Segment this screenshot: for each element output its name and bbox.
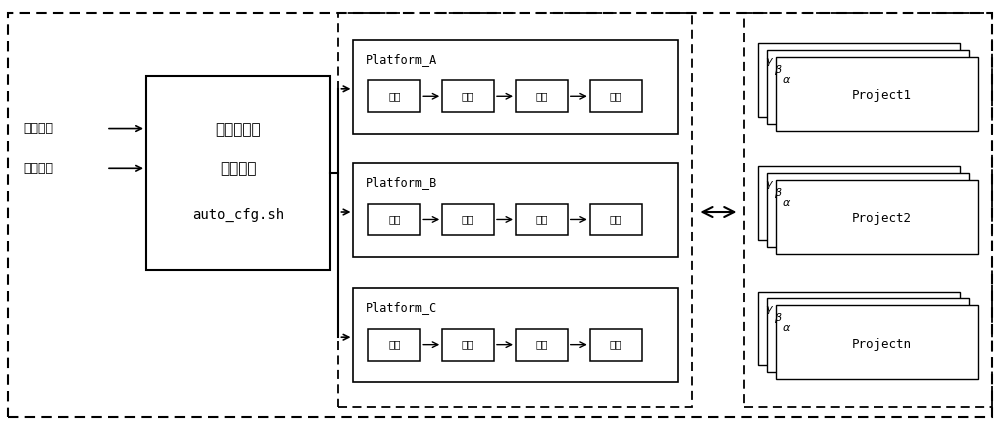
Text: 综合: 综合 bbox=[462, 91, 474, 101]
FancyBboxPatch shape bbox=[776, 305, 978, 379]
FancyBboxPatch shape bbox=[442, 203, 494, 235]
Text: β: β bbox=[774, 188, 781, 198]
FancyBboxPatch shape bbox=[776, 57, 978, 131]
FancyBboxPatch shape bbox=[368, 203, 420, 235]
FancyBboxPatch shape bbox=[758, 292, 960, 365]
Text: 实现: 实现 bbox=[536, 215, 548, 224]
Text: 测试: 测试 bbox=[609, 91, 622, 101]
FancyBboxPatch shape bbox=[368, 329, 420, 360]
FancyBboxPatch shape bbox=[590, 203, 642, 235]
Text: γ: γ bbox=[765, 179, 771, 189]
Text: 仿真: 仿真 bbox=[388, 340, 401, 350]
Text: β: β bbox=[774, 313, 781, 323]
Text: Platform_B: Platform_B bbox=[365, 176, 437, 189]
Text: α: α bbox=[783, 323, 790, 333]
Text: γ: γ bbox=[765, 304, 771, 314]
Text: Project1: Project1 bbox=[852, 89, 912, 102]
FancyBboxPatch shape bbox=[442, 329, 494, 360]
FancyBboxPatch shape bbox=[353, 288, 678, 382]
Text: 平台自适应: 平台自适应 bbox=[215, 123, 261, 138]
Text: 综合: 综合 bbox=[462, 340, 474, 350]
Text: 实现: 实现 bbox=[536, 340, 548, 350]
FancyBboxPatch shape bbox=[442, 80, 494, 112]
FancyBboxPatch shape bbox=[758, 166, 960, 240]
Text: α: α bbox=[783, 198, 790, 208]
Text: 项目代号: 项目代号 bbox=[23, 122, 53, 135]
Text: Platform_A: Platform_A bbox=[365, 52, 437, 65]
FancyBboxPatch shape bbox=[767, 298, 969, 372]
Text: Project2: Project2 bbox=[852, 212, 912, 225]
FancyBboxPatch shape bbox=[353, 163, 678, 257]
Text: 测试: 测试 bbox=[609, 215, 622, 224]
Text: Projectn: Projectn bbox=[852, 338, 912, 350]
Text: 仿真: 仿真 bbox=[388, 215, 401, 224]
FancyBboxPatch shape bbox=[767, 50, 969, 123]
Text: 实现: 实现 bbox=[536, 91, 548, 101]
FancyBboxPatch shape bbox=[516, 80, 568, 112]
Text: 仿真: 仿真 bbox=[388, 91, 401, 101]
Text: Platform_C: Platform_C bbox=[365, 301, 437, 314]
Text: 配置脚本: 配置脚本 bbox=[220, 161, 256, 176]
FancyBboxPatch shape bbox=[516, 203, 568, 235]
Text: 测试: 测试 bbox=[609, 340, 622, 350]
Text: γ: γ bbox=[765, 56, 771, 66]
Text: auto_cfg.sh: auto_cfg.sh bbox=[192, 208, 284, 222]
Text: 综合: 综合 bbox=[462, 215, 474, 224]
FancyBboxPatch shape bbox=[368, 80, 420, 112]
FancyBboxPatch shape bbox=[758, 43, 960, 117]
FancyBboxPatch shape bbox=[590, 80, 642, 112]
Text: β: β bbox=[774, 65, 781, 75]
Text: α: α bbox=[783, 75, 790, 85]
FancyBboxPatch shape bbox=[767, 173, 969, 247]
FancyBboxPatch shape bbox=[353, 40, 678, 134]
FancyBboxPatch shape bbox=[516, 329, 568, 360]
FancyBboxPatch shape bbox=[776, 180, 978, 254]
FancyBboxPatch shape bbox=[146, 76, 330, 270]
Text: 平台代号: 平台代号 bbox=[23, 162, 53, 175]
FancyBboxPatch shape bbox=[590, 329, 642, 360]
